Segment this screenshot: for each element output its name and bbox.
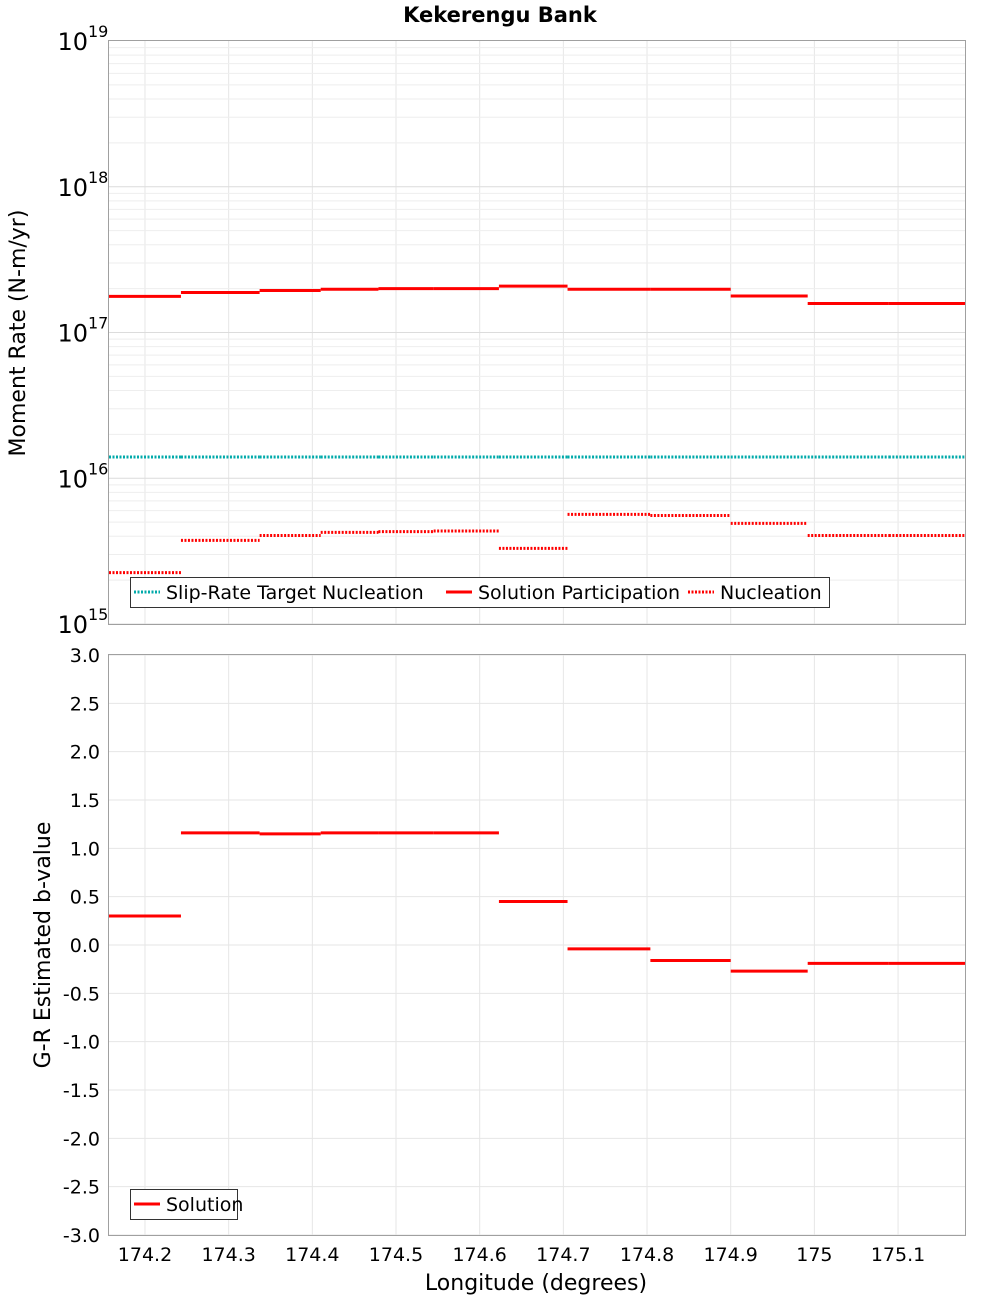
top-y-tick-base: 10 [57,174,88,202]
bottom-series-group [109,831,965,973]
bottom-y-tick-label: -2.0 [63,1128,100,1150]
b-value-plot: 3.0 2.5 2.0 1.5 1.0 0.5 0.0 -0.5 -1.0 -1.5 -2.0 -2.… [31,645,966,1296]
bottom-legend: Solution [130,1189,243,1220]
x-tick-label: 175 [796,1244,832,1266]
legend-label: Solution Participation [478,582,680,604]
x-axis-label: Longitude (degrees) [425,1271,647,1296]
top-legend: Slip-Rate Target Nucleation Solution Part… [130,577,830,608]
bottom-y-tick-label: -2.5 [63,1177,100,1199]
top-y-tick-exponent: 16 [88,459,108,478]
top-y-tick-exponent: 17 [88,314,108,333]
bottom-plot-frame [108,654,966,1236]
top-y-tick-base: 10 [57,611,88,639]
bottom-y-tick-label: -3.0 [63,1225,100,1247]
top-y-tick-exponent: 15 [88,605,108,624]
x-tick-label: 174.8 [620,1244,674,1266]
top-y-axis-label: Moment Rate (N-m/yr) [6,210,31,457]
legend-label: Solution [166,1194,243,1216]
bottom-gridlines [109,654,965,1236]
bottom-y-tick-label: 0.0 [70,935,100,957]
x-tick-label: 174.9 [704,1244,758,1266]
top-y-tick-base: 10 [57,28,88,56]
x-tick-label: 174.2 [118,1244,172,1266]
bottom-y-tick-label: 2.5 [70,693,100,715]
bottom-y-tick-label: 1.5 [70,790,100,812]
top-y-tick-base: 10 [57,320,88,348]
x-tick-label: 174.3 [201,1244,255,1266]
top-y-tick-exponent: 19 [88,22,108,41]
x-tick-label: 175.1 [871,1244,925,1266]
legend-label: Nucleation [720,582,822,604]
bottom-y-tick-label: 2.0 [70,742,100,764]
x-tick-label: 174.4 [285,1244,339,1266]
top-y-tick-exponent: 18 [88,168,108,187]
bottom-y-tick-label: -1.0 [63,1032,100,1054]
x-tick-label: 174.7 [536,1244,590,1266]
top-y-tick-base: 10 [57,465,88,493]
top-series-group [109,284,965,575]
bottom-y-tick-label: 1.0 [70,838,100,860]
x-tick-label: 174.6 [452,1244,506,1266]
bottom-y-axis-label: G-R Estimated b-value [31,822,56,1069]
chart-title: Kekerengu Bank [403,3,598,27]
top-plot-frame [108,40,966,625]
legend-label: Slip-Rate Target Nucleation [166,582,424,604]
bottom-y-tick-labels: 3.0 2.5 2.0 1.5 1.0 0.5 0.0 -0.5 -1.0 -1.5 -2.0 -2.… [63,645,100,1247]
bottom-y-tick-label: -1.5 [63,1080,100,1102]
bottom-y-tick-label: 0.5 [70,887,100,909]
x-tick-labels: 174.2 174.3 174.4 174.5 174.6 174.7 174.8 174.9… [118,1244,925,1266]
bottom-y-tick-label: -0.5 [63,983,100,1005]
x-tick-label: 174.5 [369,1244,423,1266]
bottom-y-tick-label: 3.0 [70,645,100,667]
